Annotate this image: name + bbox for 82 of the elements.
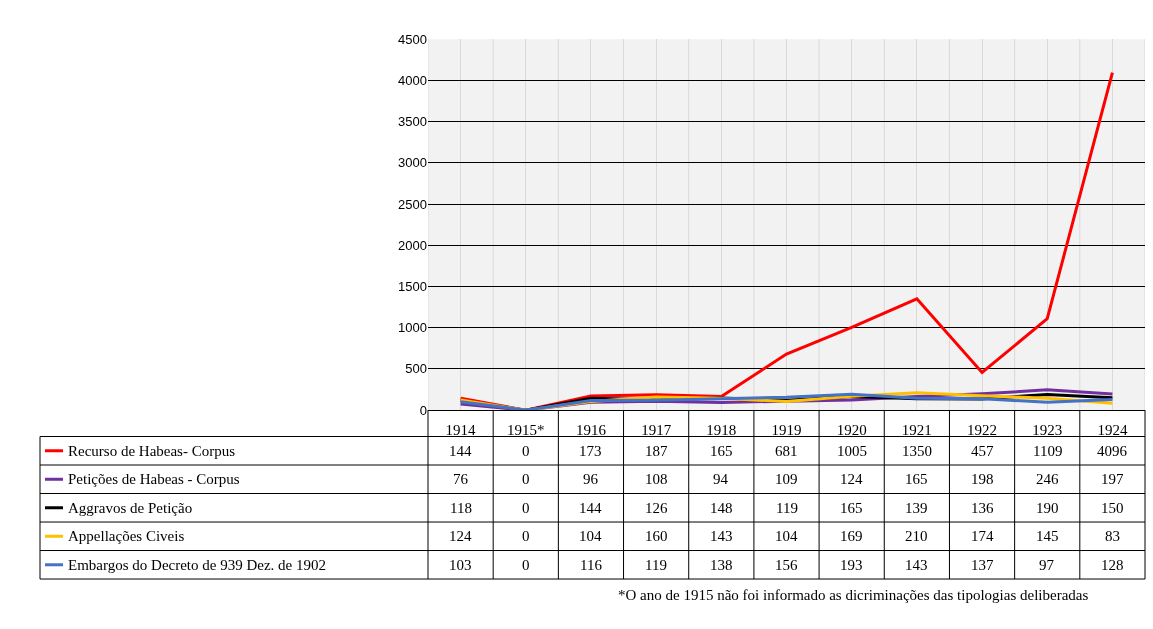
data-label: 197 [1101,471,1124,487]
data-label: 144 [449,443,472,459]
data-label: 198 [971,471,994,487]
data-label: 169 [840,528,863,544]
data-label: 109 [775,471,798,487]
y-tick-label: 1500 [398,279,427,295]
data-label: 119 [645,557,667,573]
data-label: 148 [710,500,733,516]
y-tick-label: 4500 [398,31,427,47]
legend-label: Appellações Civeis [68,528,185,544]
x-tick-label: 1922 [967,422,998,439]
y-tick-label: 1000 [398,320,427,336]
data-label: 150 [1101,500,1124,516]
data-label: 118 [450,500,472,516]
data-label: 143 [710,528,733,544]
data-label: 0 [522,500,530,516]
data-label: 1109 [1033,443,1063,459]
x-tick-label: 1915* [507,422,545,439]
x-tick-label: 1923 [1032,422,1063,439]
data-label: 97 [1039,557,1055,573]
data-label: 119 [776,500,798,516]
data-label: 0 [522,528,530,544]
data-label: 165 [905,471,928,487]
data-label: 190 [1036,500,1059,516]
data-label: 126 [645,500,668,516]
data-label: 136 [971,500,994,516]
data-label: 144 [579,500,602,516]
x-tick-label: 1916 [575,422,607,439]
text: *O ano de 1915 não foi informado as dicriminações das tipologias deliberadas [618,587,1089,603]
legend-label: Embargos do Decreto de 939 Dez. de 1902 [68,557,326,573]
data-label: 124 [840,471,863,487]
data-label: 104 [775,528,798,544]
data-label: 174 [971,528,994,544]
data-label: 116 [580,557,603,573]
data-label: 681 [775,443,798,459]
y-tick-label: 500 [405,361,427,377]
x-tick-label: 1921 [901,422,932,439]
y-tick-label: 3000 [398,155,427,171]
data-label: 1350 [902,443,932,459]
data-label: 83 [1105,528,1120,544]
y-tick-label: 0 [419,402,427,418]
data-label: 165 [840,500,863,516]
data-label: 0 [522,557,530,573]
data-label: 246 [1036,471,1059,487]
data-label: 193 [840,557,863,573]
x-tick-label: 1917 [641,422,672,439]
x-tick-label: 1918 [706,422,737,439]
data-label: 104 [579,528,602,544]
data-label: 160 [645,528,668,544]
x-tick-label: 1924 [1097,422,1128,439]
y-tick-label: 2500 [398,196,427,212]
data-label: 0 [522,443,530,459]
data-label: 0 [522,471,530,487]
data-label: 173 [579,443,602,459]
data-label: 139 [905,500,928,516]
legend-label: Recurso de Habeas- Corpus [68,443,236,459]
data-label: 210 [905,528,928,544]
data-label: 143 [905,557,928,573]
data-label: 457 [971,443,994,459]
x-tick-label: 1914 [445,422,477,439]
data-label: 156 [775,557,798,573]
data-label: 4096 [1097,443,1128,459]
legend-label: Aggravos de Petição [68,500,193,516]
data-label: 128 [1101,557,1124,573]
data-label: 165 [710,443,733,459]
data-label: 187 [645,443,668,459]
data-label: 94 [713,471,729,487]
data-label: 76 [453,471,469,487]
y-tick-label: 3500 [398,114,427,130]
data-label: 138 [710,557,733,573]
x-tick-label: 1920 [836,422,867,439]
data-label: 96 [583,471,599,487]
y-tick-label: 4000 [398,72,427,88]
data-label: 137 [971,557,994,573]
legend-label: Petições de Habeas - Corpus [68,471,240,487]
y-tick-label: 2000 [398,237,427,253]
data-label: 124 [449,528,472,544]
data-label: 145 [1036,528,1059,544]
x-tick-label: 1919 [771,422,802,439]
data-label: 108 [645,471,668,487]
data-label: 1005 [837,443,867,459]
data-label: 103 [449,557,472,573]
